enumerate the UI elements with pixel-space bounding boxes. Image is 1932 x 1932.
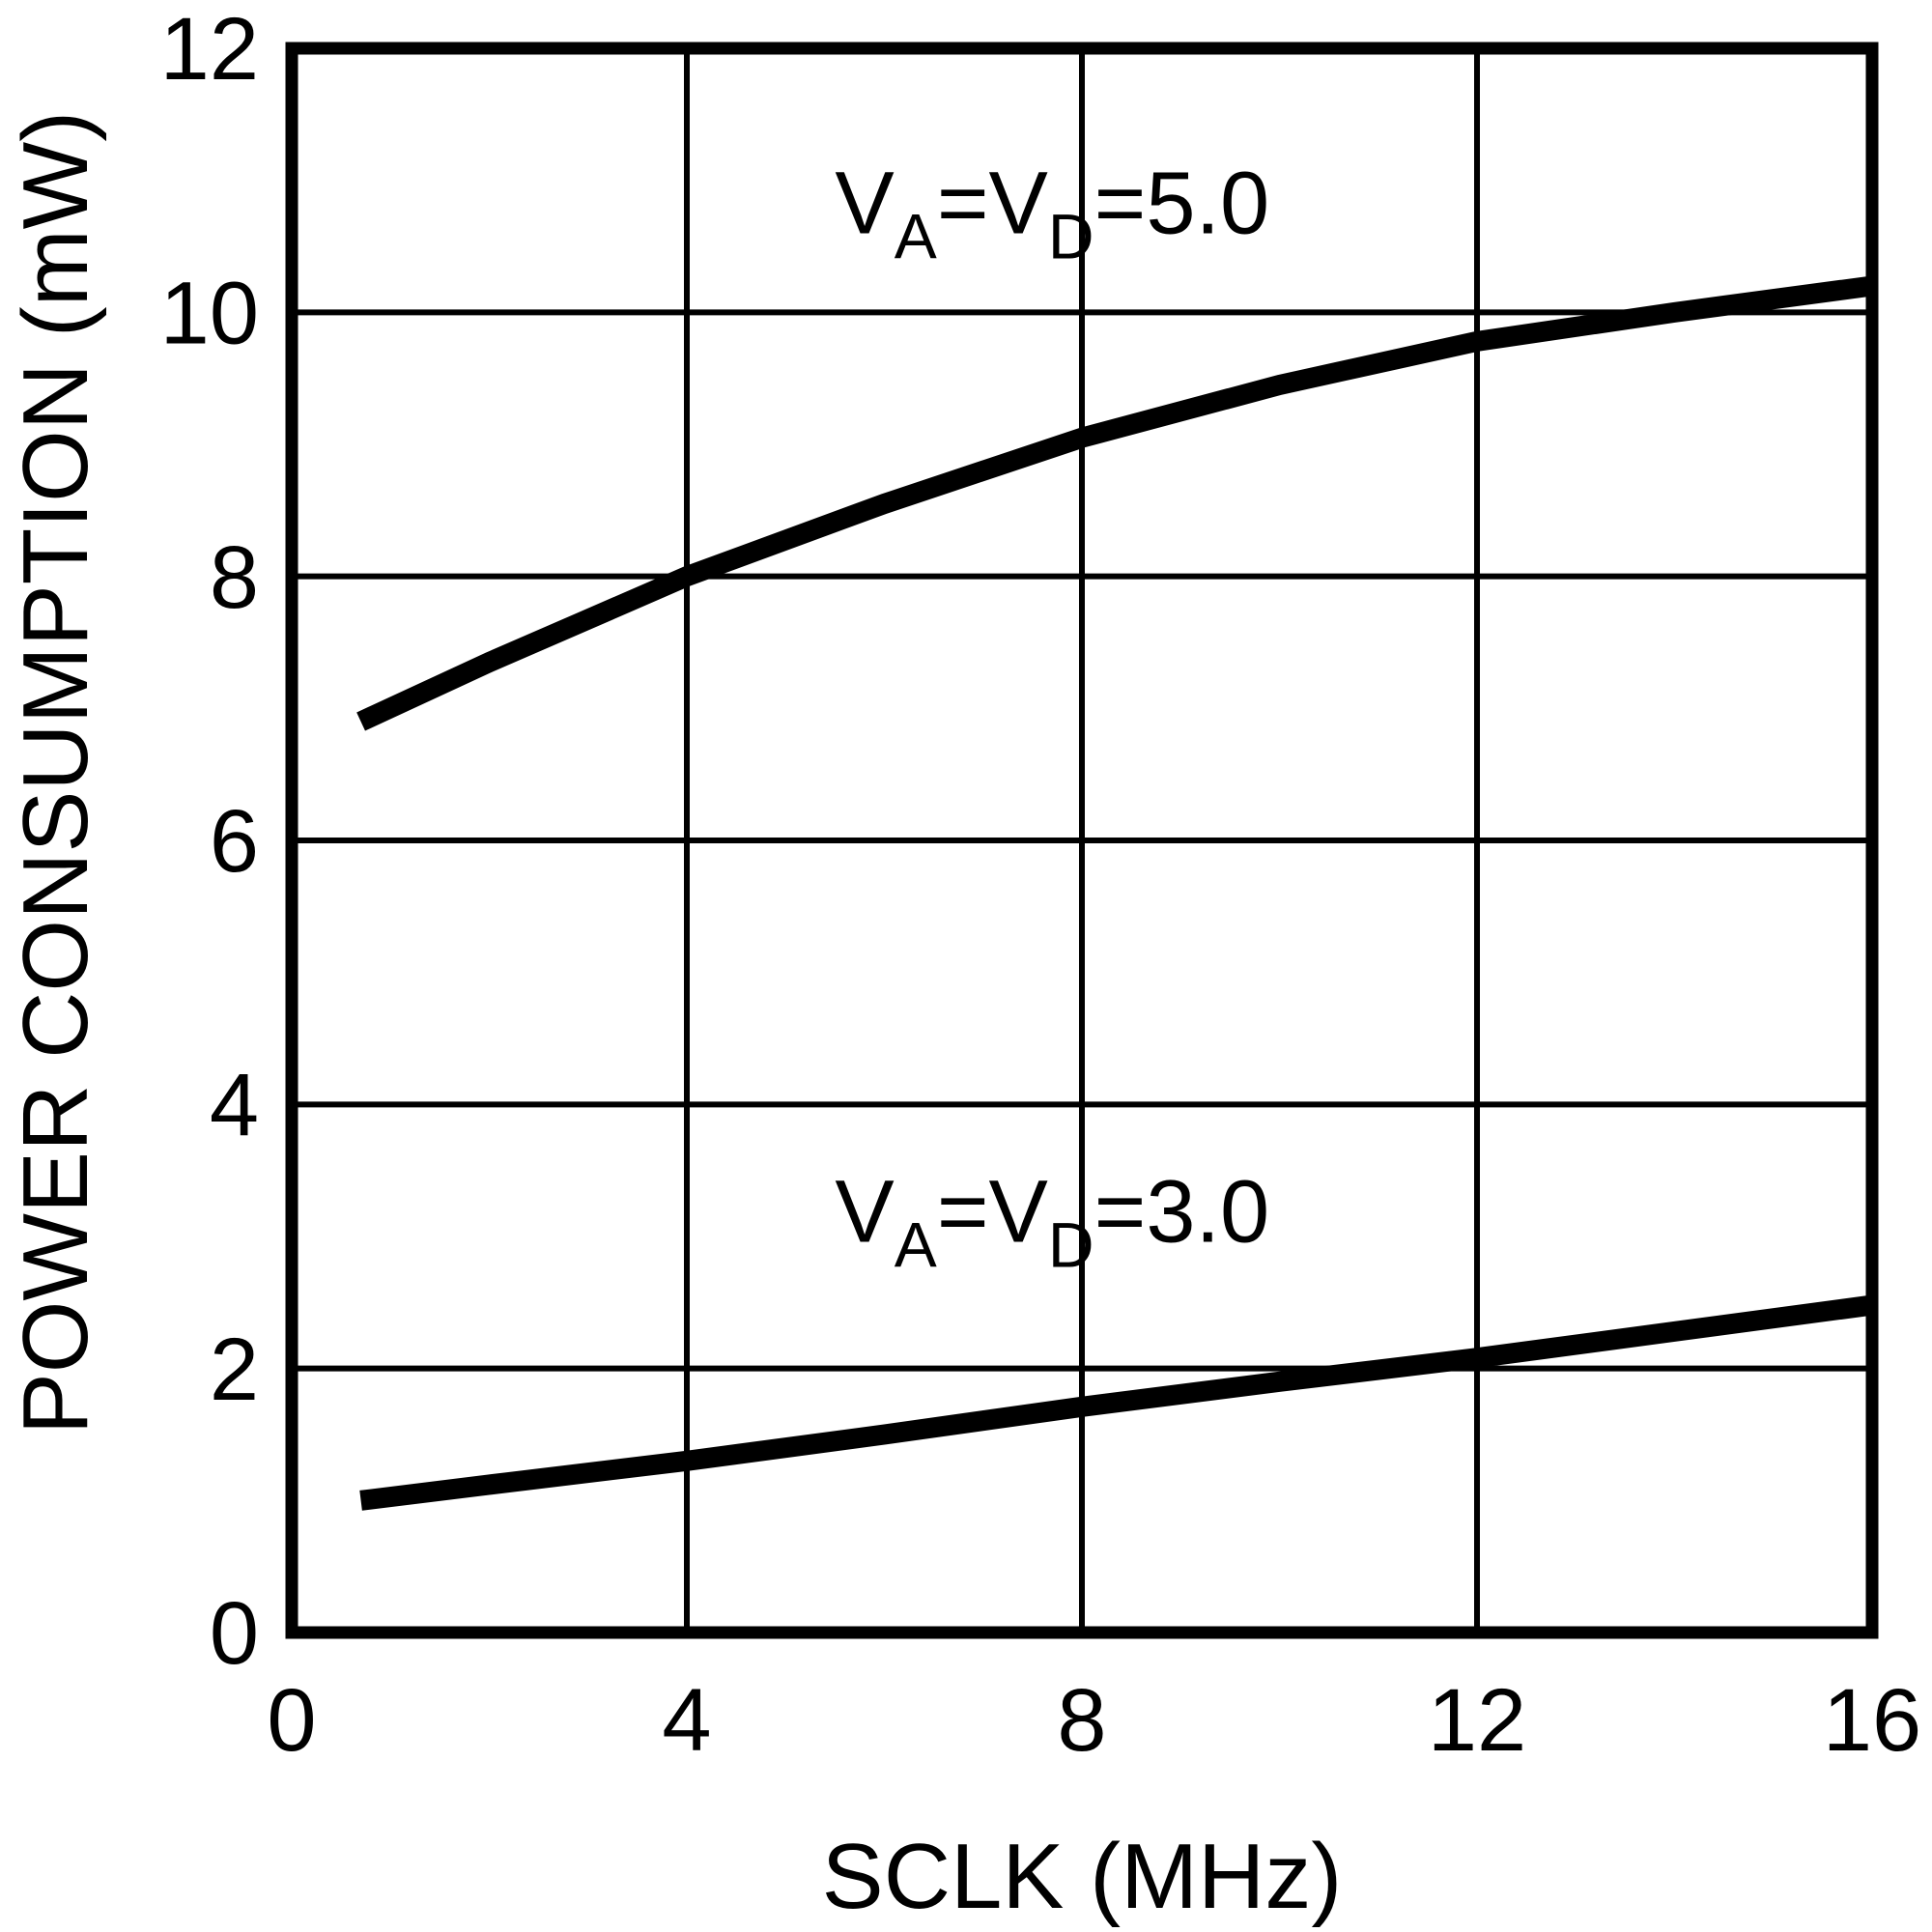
y-tick-label: 10 <box>160 265 259 363</box>
x-tick-label: 8 <box>1057 1671 1106 1770</box>
y-tick-label: 6 <box>210 792 259 891</box>
annotation-subscript: D <box>1048 200 1094 271</box>
annotation-text: VA=VD=5.0 <box>835 154 1269 271</box>
gridlines <box>292 48 1872 1633</box>
annotation-subscript: A <box>895 1208 937 1280</box>
y-tick-label: 0 <box>210 1584 259 1683</box>
annotation-subscript: D <box>1048 1208 1094 1280</box>
annotation-part: =5.0 <box>1094 154 1270 252</box>
annotation-text: VA=VD=3.0 <box>835 1162 1269 1280</box>
annotation-part: V <box>835 1162 894 1261</box>
series-curve <box>356 275 1874 731</box>
curve-annotations: VA=VD=5.0VA=VD=3.0 <box>835 154 1269 1280</box>
y-tick-label: 2 <box>210 1321 259 1419</box>
annotation-part: =V <box>937 1162 1048 1261</box>
x-tick-labels: 0 4 8 12 16 <box>267 1671 1921 1770</box>
annotation-subscript: A <box>895 200 937 271</box>
x-tick-label: 4 <box>662 1671 711 1770</box>
x-tick-label: 16 <box>1823 1671 1921 1770</box>
annotation-part: =3.0 <box>1094 1162 1270 1261</box>
y-tick-labels: 0 2 4 6 8 10 12 <box>160 0 259 1683</box>
series-lines <box>356 275 1874 1511</box>
x-axis-label: SCLK (MHz) <box>822 1825 1343 1928</box>
y-axis-label: POWER CONSUMPTION (mW) <box>4 111 107 1435</box>
y-tick-label: 12 <box>160 0 259 99</box>
series-curve <box>359 1294 1874 1511</box>
x-tick-label: 0 <box>267 1671 316 1770</box>
y-tick-label: 4 <box>210 1057 259 1155</box>
annotation-part: V <box>835 154 894 252</box>
plot-border <box>285 42 1879 1639</box>
annotation-part: =V <box>937 154 1048 252</box>
x-tick-label: 12 <box>1428 1671 1526 1770</box>
y-tick-label: 8 <box>210 528 259 627</box>
